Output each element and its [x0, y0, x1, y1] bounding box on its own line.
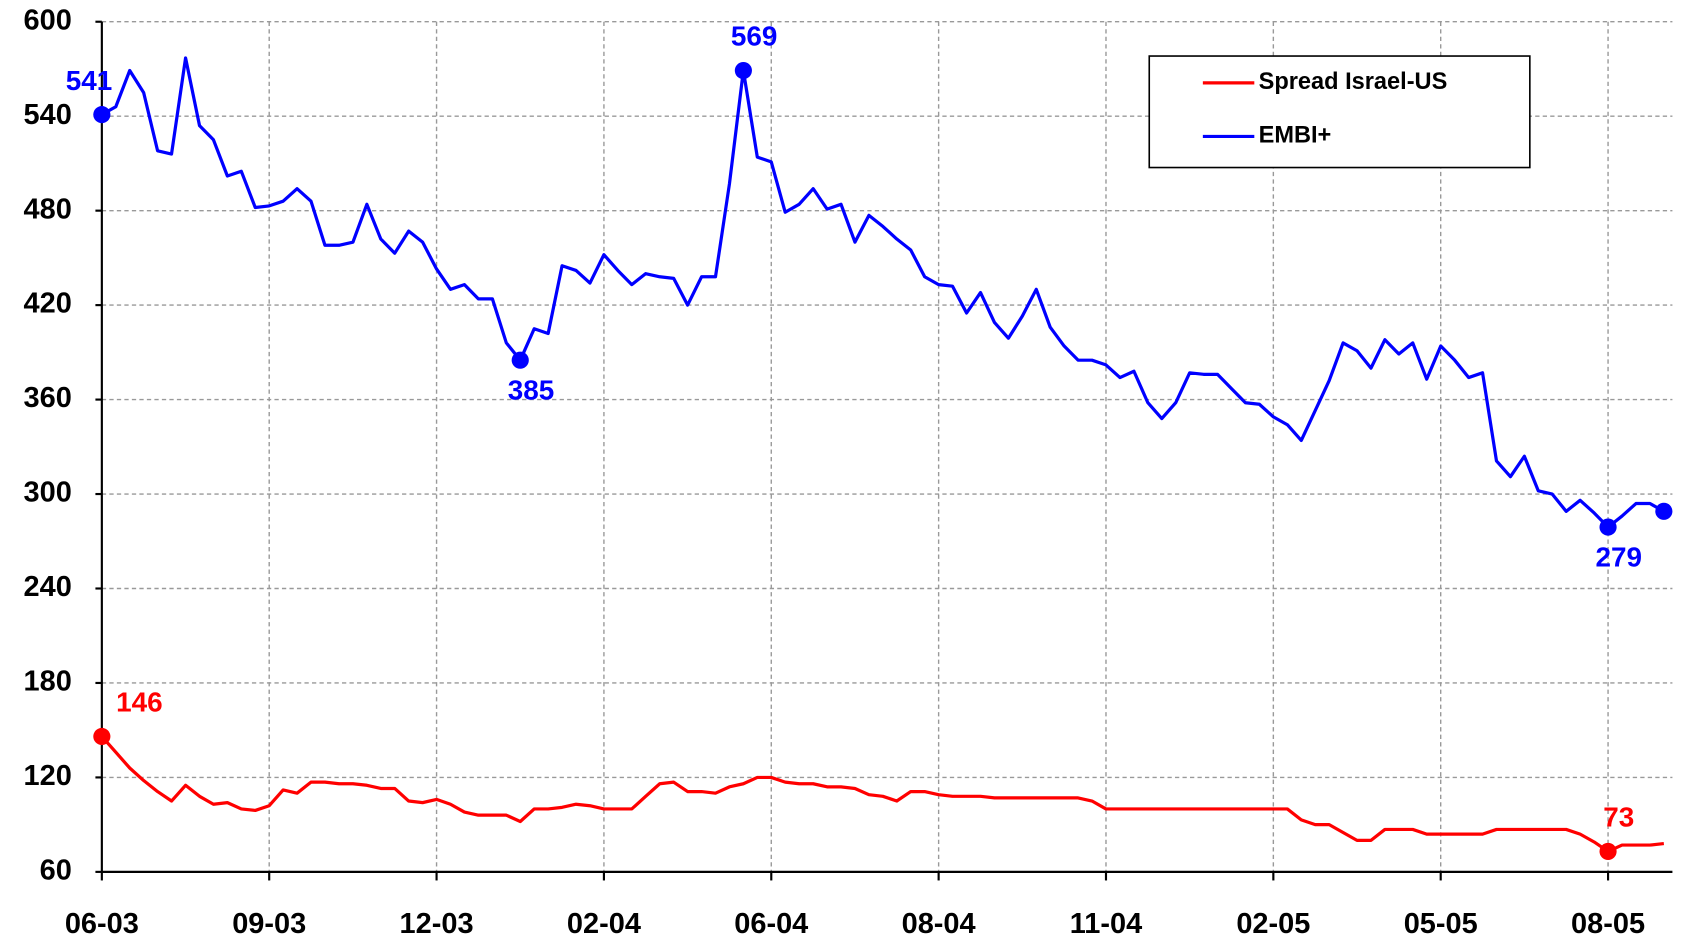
data-label: 146	[116, 687, 162, 718]
x-tick-label: 12-03	[400, 908, 474, 940]
x-tick-label: 09-03	[232, 908, 306, 940]
data-label: 385	[508, 375, 554, 406]
data-label: 569	[731, 21, 777, 52]
y-tick-label: 300	[24, 477, 72, 509]
data-label: 73	[1603, 802, 1634, 833]
y-tick-label: 360	[24, 382, 72, 414]
legend-label: EMBI+	[1259, 122, 1332, 148]
x-tick-label: 02-04	[567, 908, 641, 940]
y-tick-label: 540	[24, 99, 72, 131]
point-marker	[511, 351, 529, 369]
x-tick-label: 08-05	[1571, 908, 1645, 940]
y-tick-label: 60	[40, 855, 72, 887]
x-tick-label: 11-04	[1070, 908, 1142, 940]
y-tick-label: 240	[24, 571, 72, 603]
legend-box	[1148, 55, 1531, 169]
line-series	[101, 56, 1665, 529]
y-tick-label: 420	[24, 288, 72, 320]
x-tick-label: 06-04	[734, 908, 808, 940]
point-marker	[1599, 518, 1617, 536]
y-tick-label: 600	[24, 4, 72, 36]
point-marker	[93, 727, 111, 746]
x-tick-label: 02-05	[1236, 908, 1310, 940]
legend-label: Spread Israel-US	[1259, 68, 1448, 94]
point-marker	[734, 61, 752, 80]
y-tick-label: 480	[24, 193, 72, 225]
data-label: 279	[1596, 542, 1642, 573]
point-marker	[1599, 842, 1617, 860]
x-tick-label: 06-03	[65, 908, 139, 940]
y-tick-label: 120	[24, 760, 72, 792]
x-tick-label: 08-04	[902, 908, 976, 940]
point-marker	[1655, 502, 1673, 520]
line-series	[100, 735, 1665, 854]
x-tick-label: 05-05	[1404, 908, 1478, 940]
point-marker	[93, 106, 111, 124]
data-label: 541	[66, 65, 112, 96]
y-tick-label: 180	[24, 666, 72, 698]
